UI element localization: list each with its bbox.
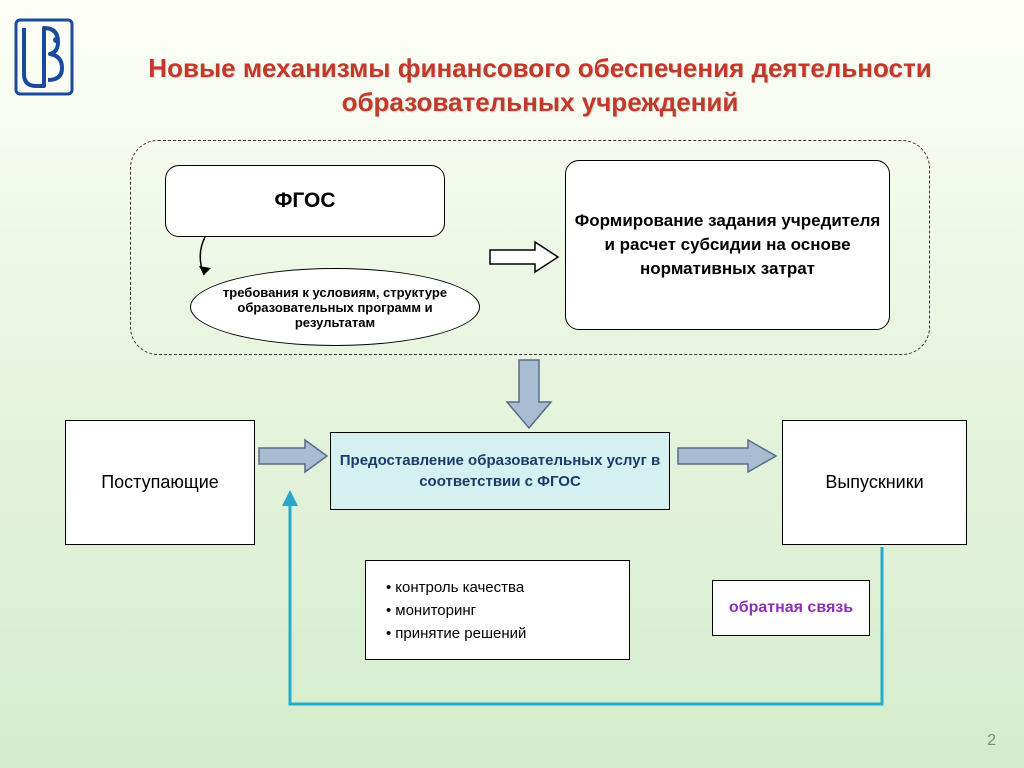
incoming-label: Поступающие [101,472,219,493]
fgos-label: ФГОС [274,189,335,213]
hse-logo [14,18,74,96]
node-feedback: обратная связь [712,580,870,636]
node-graduates: Выпускники [782,420,967,545]
quality-item: принятие решений [386,622,526,645]
graduates-label: Выпускники [825,472,923,493]
slide-title: Новые механизмы финансового обеспечения … [130,52,950,120]
service-label: Предоставление образовательных услуг в с… [337,450,663,492]
node-requirements: требования к условиям, структуре образов… [190,268,480,346]
node-incoming: Поступающие [65,420,255,545]
page-number: 2 [987,732,996,750]
node-service: Предоставление образовательных услуг в с… [330,432,670,510]
feedback-label: обратная связь [729,598,853,619]
node-quality: контроль качества мониторинг принятие ре… [365,560,630,660]
quality-item: мониторинг [386,599,526,622]
node-formation: Формирование задания учредителя и расчет… [565,160,890,330]
formation-label: Формирование задания учредителя и расчет… [574,209,881,280]
node-fgos: ФГОС [165,165,445,237]
requirements-label: требования к условиям, структуре образов… [213,285,457,330]
quality-list: контроль качества мониторинг принятие ре… [386,576,526,645]
quality-item: контроль качества [386,576,526,599]
